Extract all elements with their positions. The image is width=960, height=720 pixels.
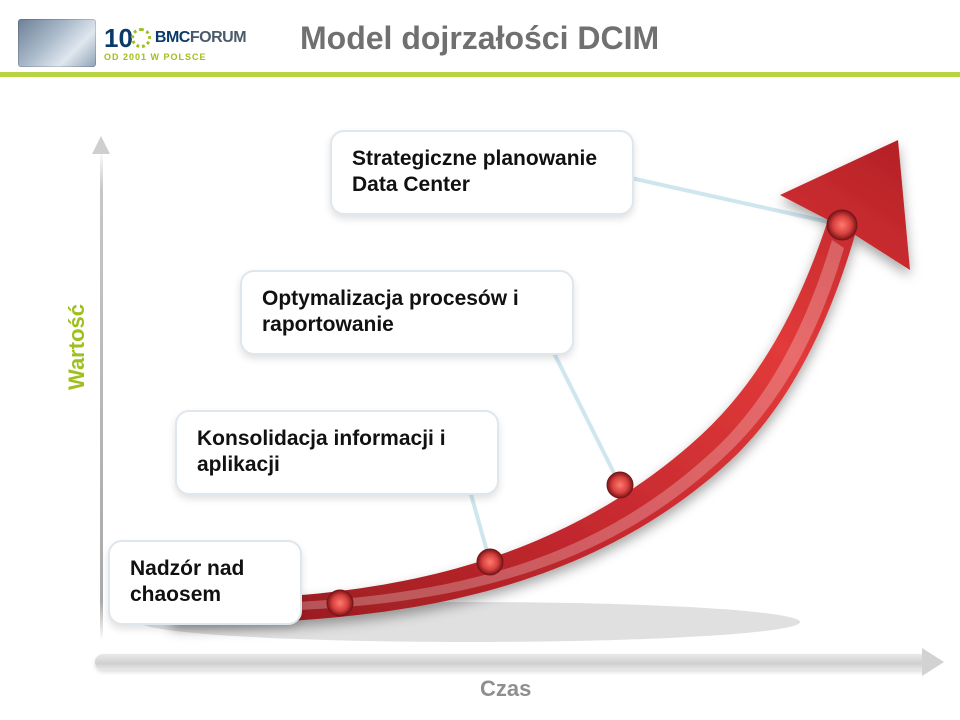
stage-bubble-3: Optymalizacja procesów i raportowanie	[240, 270, 574, 355]
y-axis-label: Wartość	[64, 304, 90, 390]
y-axis	[100, 150, 103, 640]
logo-subtitle: OD 2001 W POLSCE	[104, 53, 246, 62]
logo-ten-text: 10	[104, 25, 133, 51]
stage-bubble-3-text: Optymalizacja procesów i raportowanie	[262, 287, 519, 336]
stage-bubble-2-text: Konsolidacja informacji i aplikacji	[197, 427, 446, 476]
logo-text: 10 BMCFORUM OD 2001 W POLSCE	[104, 25, 246, 62]
logo: 10 BMCFORUM OD 2001 W POLSCE	[18, 16, 258, 70]
logo-building-photo	[18, 19, 96, 67]
logo-brand-2: FORUM	[190, 29, 246, 46]
x-axis-label: Czas	[480, 676, 531, 702]
gear-icon	[131, 28, 151, 48]
stage-bubble-4-text: Strategiczne planowanie Data Center	[352, 147, 597, 196]
logo-brand-1: BMC	[155, 29, 190, 46]
stage-bubble-4: Strategiczne planowanie Data Center	[330, 130, 634, 215]
logo-ten: 10	[104, 25, 151, 51]
slide: 10 BMCFORUM OD 2001 W POLSCE Model dojrz…	[0, 0, 960, 720]
page-title: Model dojrzałości DCIM	[300, 20, 659, 57]
stage-bubble-2: Konsolidacja informacji i aplikacji	[175, 410, 499, 495]
stage-bubble-1-text: Nadzór nad chaosem	[130, 557, 244, 606]
x-axis	[95, 654, 930, 670]
stage-bubble-1: Nadzór nad chaosem	[108, 540, 302, 625]
accent-bar	[0, 72, 960, 77]
